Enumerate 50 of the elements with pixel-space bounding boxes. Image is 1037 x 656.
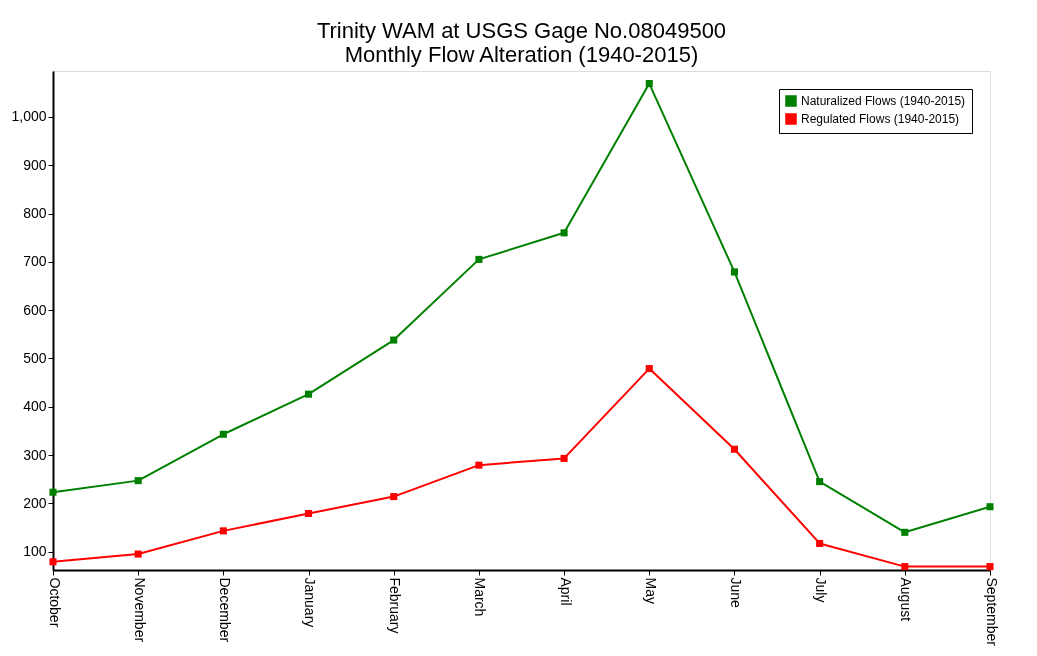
point xyxy=(816,539,824,547)
y-tick-label: 700 xyxy=(23,253,47,270)
point xyxy=(390,493,398,501)
x-tick-label: April xyxy=(557,577,574,606)
point xyxy=(816,478,824,486)
y-tick-label: 900 xyxy=(23,156,47,173)
point xyxy=(49,488,57,496)
point xyxy=(986,503,994,511)
y-tick-label: 100 xyxy=(23,543,47,560)
point xyxy=(134,477,142,485)
point xyxy=(219,527,227,535)
point xyxy=(986,563,994,571)
point xyxy=(305,509,313,518)
x-tick-label: July xyxy=(813,577,830,603)
point xyxy=(645,365,653,373)
point xyxy=(390,336,398,344)
point xyxy=(645,80,653,88)
point xyxy=(305,390,313,398)
text: Monthly Flow Alteration (1940-2015) xyxy=(344,42,699,67)
point xyxy=(901,563,909,571)
x-tick-label: June xyxy=(727,577,744,609)
point xyxy=(134,550,142,558)
y-tick-label: 200 xyxy=(23,494,47,511)
x-tick-label: December xyxy=(216,577,233,643)
x-tick-label: May xyxy=(642,577,659,604)
y-tick-label: 1,000 xyxy=(11,108,47,125)
y-tick-label: 800 xyxy=(23,205,47,221)
y-tick-label: 300 xyxy=(23,446,47,463)
y-tick-label: 500 xyxy=(23,349,47,366)
point xyxy=(475,255,483,263)
point xyxy=(901,528,909,536)
x-tick-label: September xyxy=(983,577,1000,647)
y-tick-label: 600 xyxy=(23,301,47,318)
legend-label: Regulated Flows (1940-2015) xyxy=(801,112,960,126)
point xyxy=(730,268,738,276)
x-tick-label: January xyxy=(302,577,319,628)
point xyxy=(560,454,568,462)
legend-label: Naturalized Flows (1940-2015) xyxy=(801,94,966,108)
x-tick-label: August xyxy=(898,577,915,622)
point xyxy=(730,445,738,453)
y-tick-label: 400 xyxy=(23,398,47,415)
x-tick-label: November xyxy=(131,577,148,643)
x-tick-label: February xyxy=(387,577,404,634)
x-tick-label: March xyxy=(472,577,489,617)
point xyxy=(49,558,57,566)
point xyxy=(475,461,483,469)
x-tick-label: October xyxy=(46,577,63,628)
point xyxy=(560,229,568,237)
text: Trinity WAM at USGS Gage No.08049500 xyxy=(316,18,727,43)
point xyxy=(219,430,227,438)
